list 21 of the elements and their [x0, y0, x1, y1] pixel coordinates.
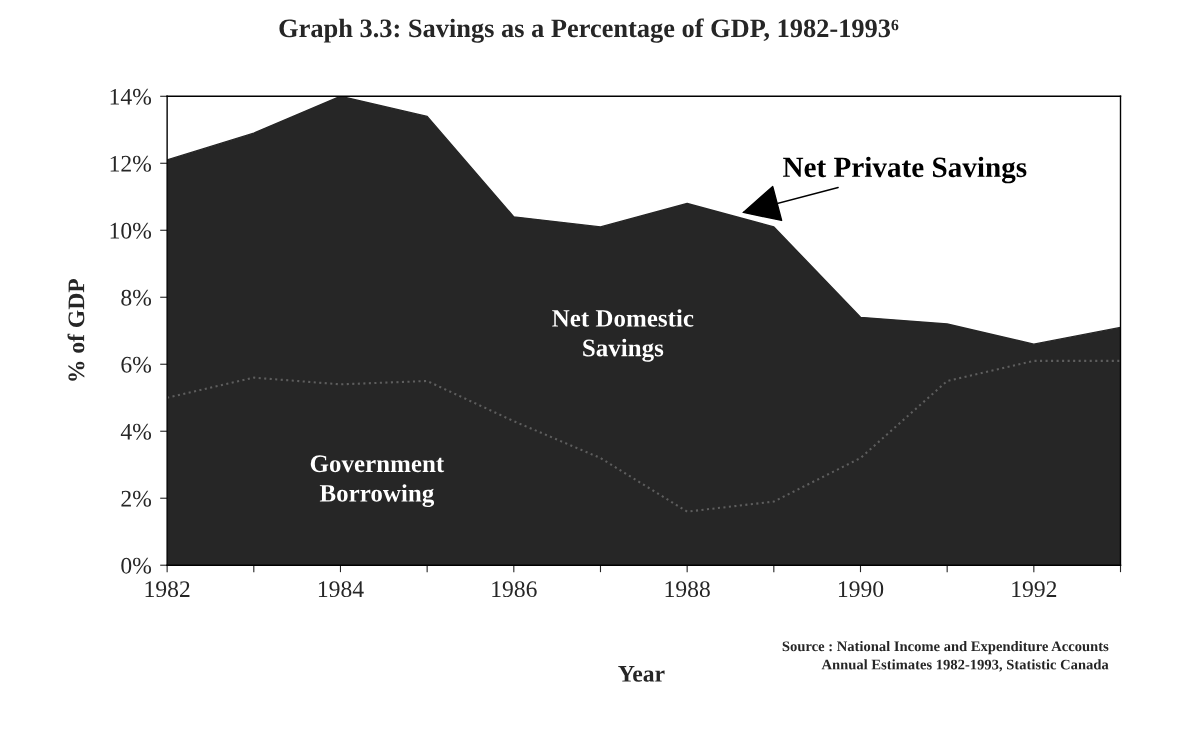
- x-axis-title: Year: [618, 666, 665, 682]
- annotation: Government Borrowing: [310, 455, 445, 508]
- x-tick-label: 1990: [838, 581, 884, 598]
- y-tick-label: 0%: [121, 557, 152, 574]
- x-tick-label: 1986: [492, 581, 537, 598]
- y-tick-label: 14%: [110, 88, 152, 105]
- x-tick-label: 1984: [318, 581, 364, 598]
- x-tick-label: 1988: [665, 581, 710, 598]
- annotation: Net Domestic Savings: [552, 309, 694, 362]
- y-tick-label: 2%: [121, 490, 152, 507]
- chart-title: Graph 3.3: Savings as a Percentage of GDP, 1982-1993⁶: [279, 18, 899, 43]
- y-tick-label: 12%: [110, 155, 152, 172]
- source-note: Source : National Income and Expenditure Accounts Annual Estimates 1982-1993, Statistic Canada: [782, 640, 1109, 672]
- y-tick-label: 8%: [121, 289, 152, 306]
- x-tick-label: 1992: [1012, 581, 1057, 598]
- y-tick-label: 10%: [110, 222, 152, 239]
- y-tick-label: 6%: [121, 356, 152, 373]
- y-axis-title: % of GDP: [67, 278, 85, 381]
- x-tick-label: 1982: [145, 581, 190, 598]
- annotation: Net Private Savings: [783, 156, 1027, 184]
- y-tick-label: 4%: [120, 423, 152, 440]
